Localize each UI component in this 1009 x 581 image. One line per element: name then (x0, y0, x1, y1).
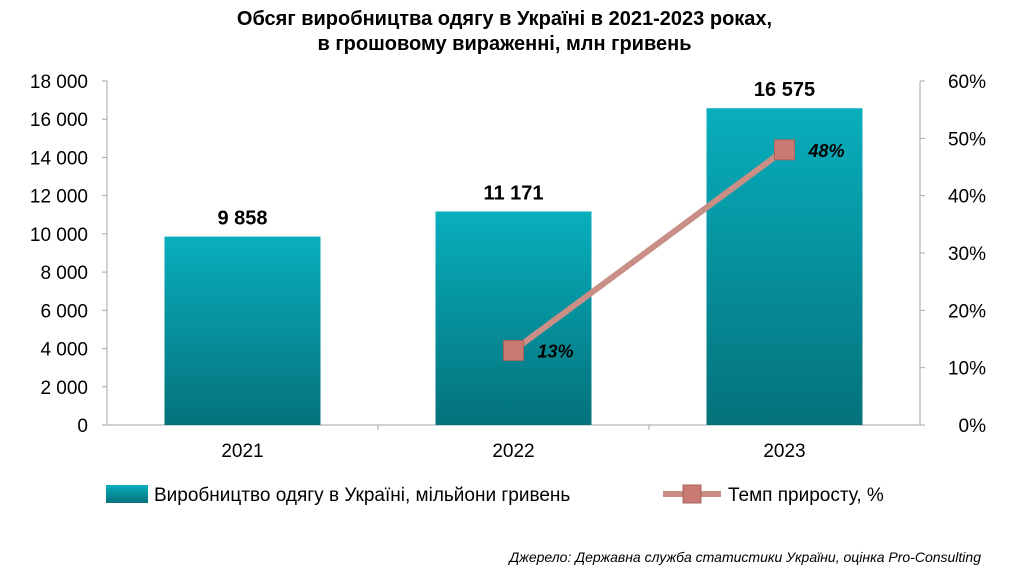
bar-data-label: 16 575 (754, 79, 815, 101)
right-tick-label: 60% (948, 72, 986, 93)
growth-data-label: 13% (538, 341, 574, 361)
left-tick-label: 12 000 (30, 187, 88, 208)
chart-title: Обсяг виробництва одягу в Україні в 2021… (236, 8, 773, 30)
left-tick-label: 10 000 (30, 225, 88, 246)
bar (706, 108, 863, 425)
x-tick-label: 2023 (763, 441, 805, 462)
left-tick-label: 8 000 (40, 263, 88, 284)
left-tick-label: 4 000 (40, 340, 88, 361)
legend-line-marker (682, 484, 702, 504)
legend-bar-swatch (106, 485, 148, 503)
left-tick-label: 2 000 (40, 378, 88, 399)
bar (435, 211, 592, 425)
x-tick-label: 2021 (221, 441, 263, 462)
bar-data-label: 9 858 (217, 208, 267, 230)
left-tick-label: 18 000 (30, 72, 88, 93)
chart-subtitle: в грошовому вираженні, млн гривень (317, 33, 692, 55)
source-note: Джерело: Державна служба статистики Укра… (509, 549, 981, 565)
left-tick-label: 14 000 (30, 148, 88, 169)
left-tick-label: 0 (77, 416, 88, 437)
bar (164, 236, 321, 425)
legend-line-label: Темп приросту, % (728, 485, 884, 506)
right-tick-label: 20% (948, 301, 986, 322)
bar-data-label: 11 171 (483, 183, 543, 205)
growth-marker (503, 339, 524, 361)
growth-data-label: 48% (808, 141, 845, 161)
left-tick-label: 6 000 (40, 301, 88, 322)
right-tick-label: 10% (948, 359, 986, 380)
right-tick-label: 30% (948, 244, 986, 265)
right-tick-label: 50% (948, 129, 986, 150)
left-tick-label: 16 000 (30, 110, 88, 131)
right-tick-label: 0% (959, 416, 987, 437)
growth-line (511, 147, 787, 353)
right-tick-label: 40% (948, 187, 986, 208)
x-tick-label: 2022 (492, 441, 534, 462)
legend-bar-label: Виробництво одягу в Україні, мільйони гр… (154, 485, 570, 506)
growth-marker (774, 139, 795, 161)
